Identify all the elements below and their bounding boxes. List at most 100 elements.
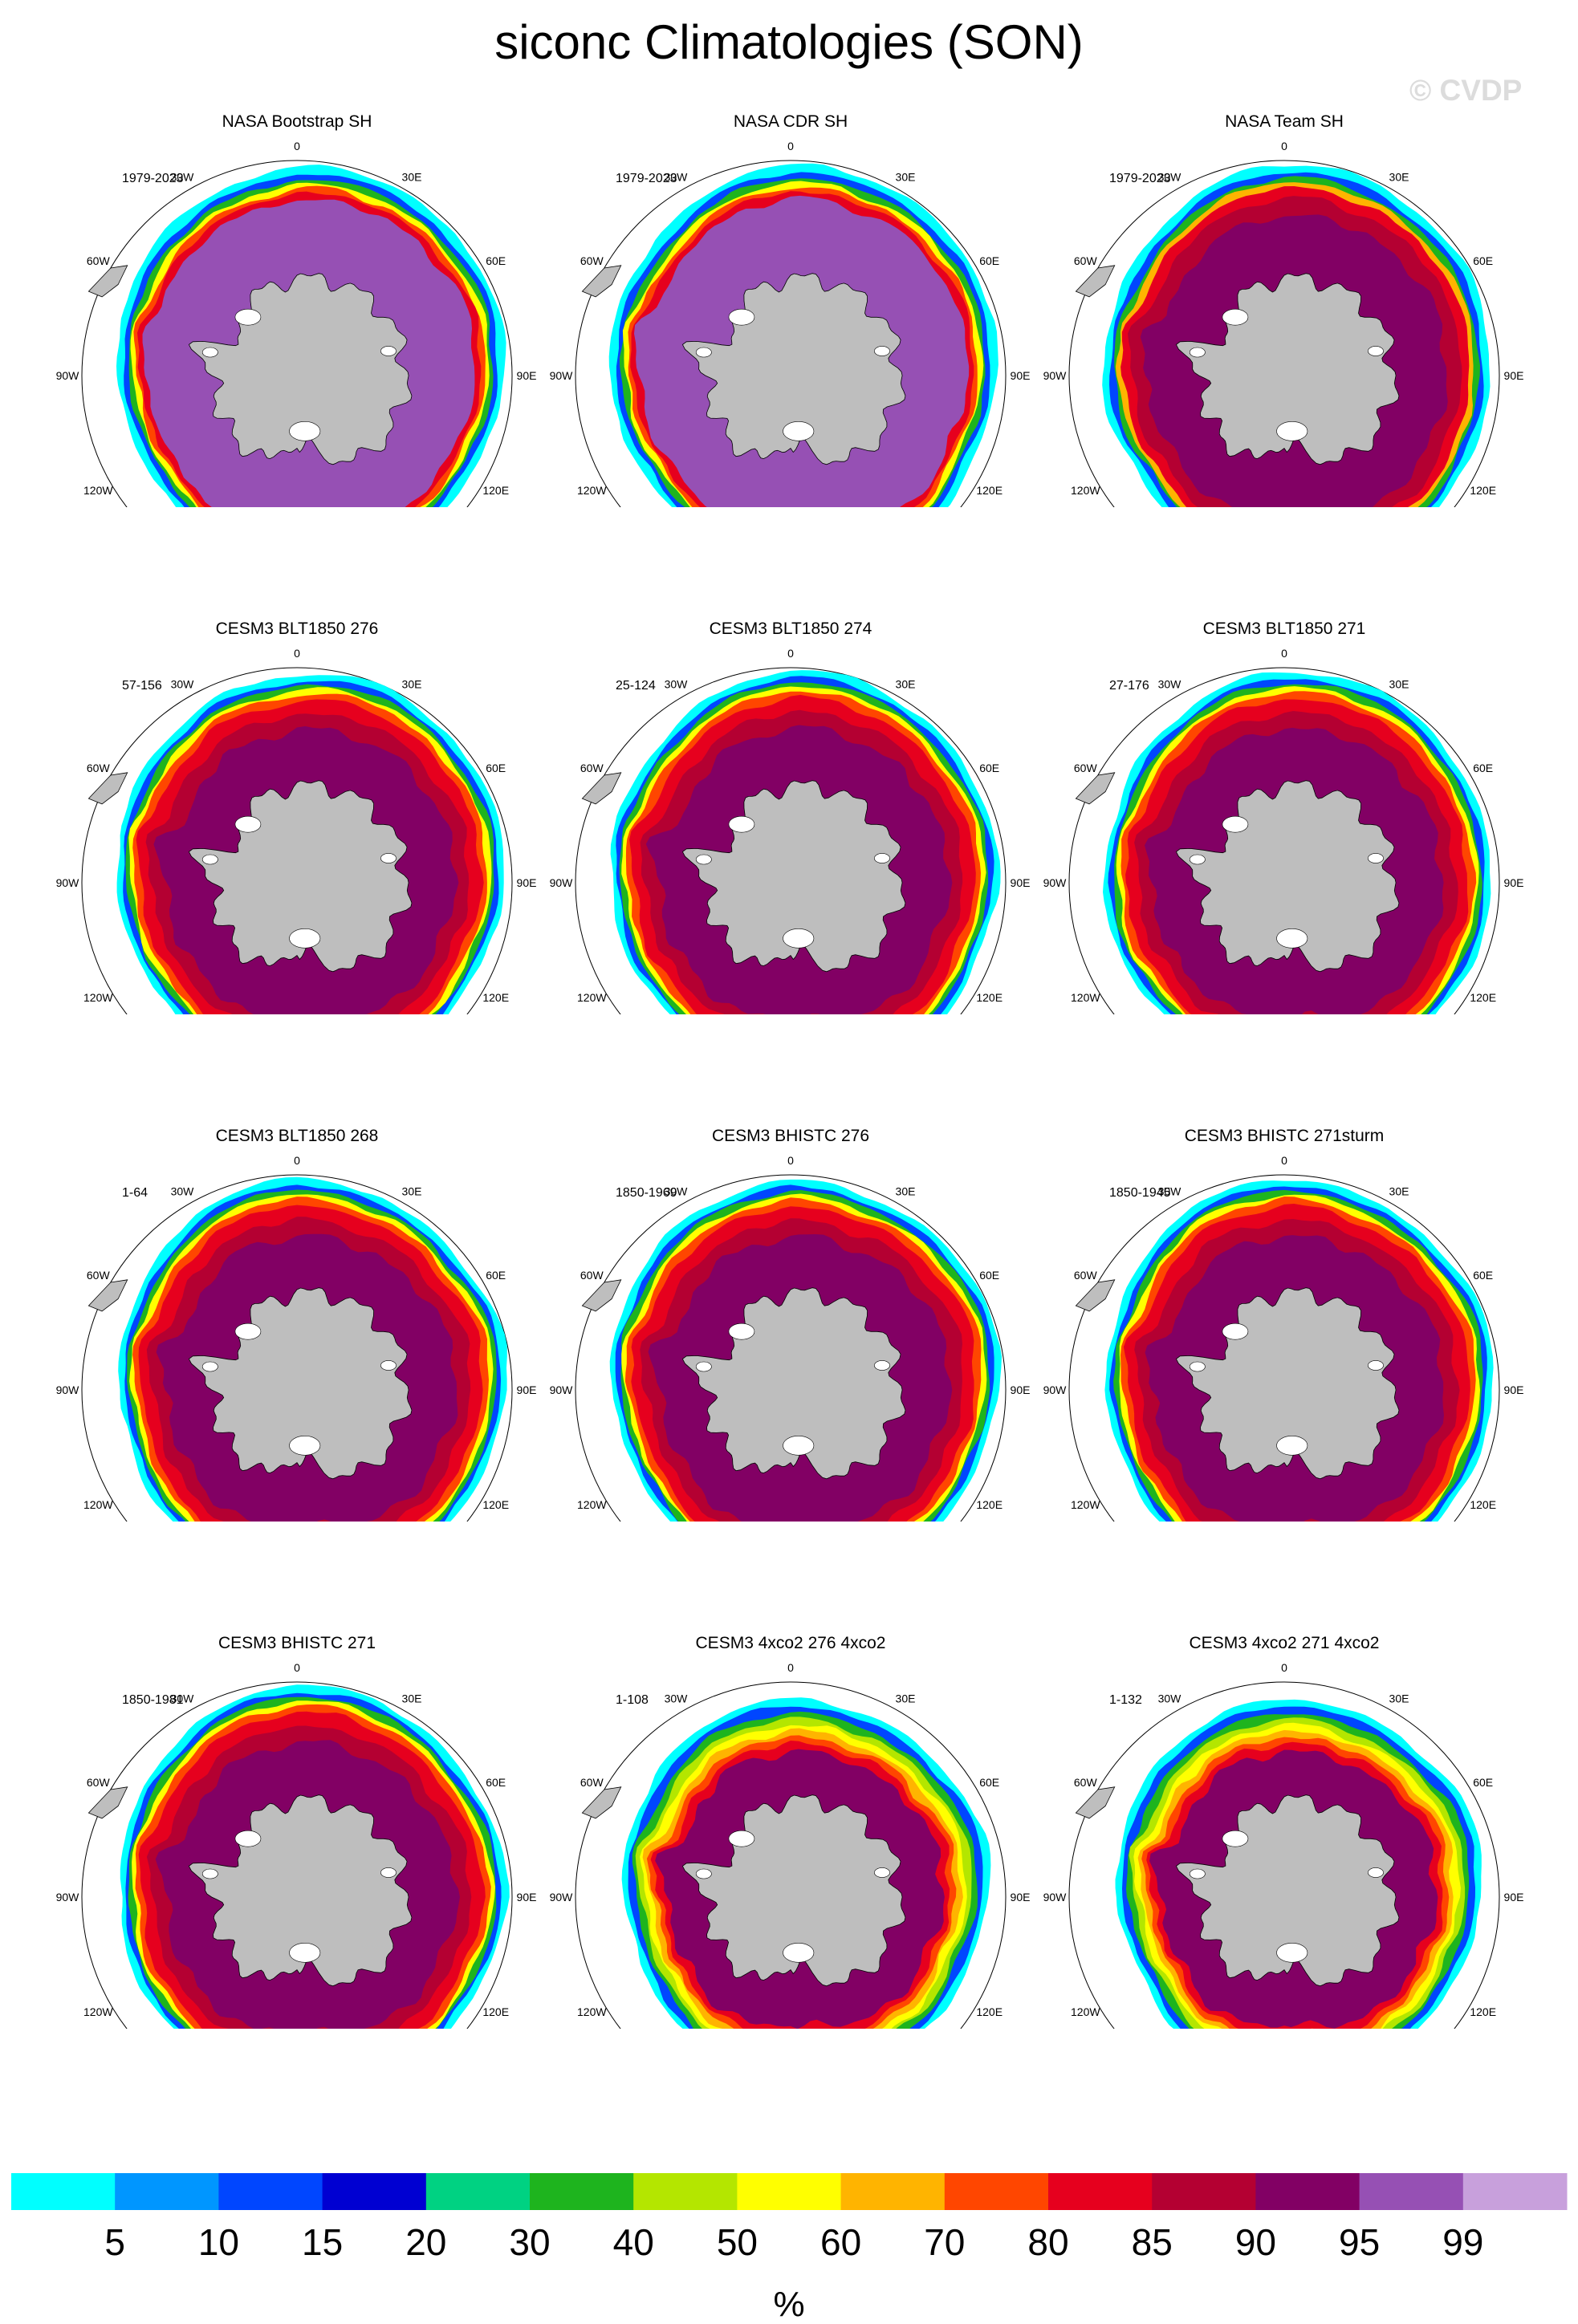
longitude-label: 60E [979,762,999,774]
ice-shelf [201,854,218,865]
longitude-label: 0 [1281,647,1287,660]
longitude-label: 60W [580,1269,604,1282]
longitude-label: 60W [1074,762,1098,774]
panel-title: CESM3 BLT1850 274 [709,620,872,638]
south-america-landmass [1075,1786,1116,1819]
map-panel: CESM3 BHISTC 271 1850-1981 0 30E 60E 90E 120E 1… [48,1522,546,2029]
longitude-label: 120E [976,484,1003,497]
map-panel: CESM3 BLT1850 27127-176030E60E90E120E150… [1035,507,1533,1014]
longitude-label: 30E [896,1692,916,1704]
longitude-label: 120W [1071,1498,1100,1511]
longitude-label: 120W [1071,484,1100,497]
longitude-label: 60E [1473,762,1493,774]
longitude-label: 30W [171,1184,195,1197]
panel-period: 1979-2023 [122,172,184,185]
longitude-label: 30W [665,1692,689,1704]
longitude-label: 0 [787,140,794,152]
ice-shelf [728,308,755,326]
longitude-label: 60W [580,762,604,774]
panel-title: CESM3 BHISTC 271 [218,1634,376,1652]
longitude-label: 30E [1389,1692,1409,1704]
map-panel: CESM3 BLT1850 2681-64030E60E90E120E150E1… [48,1014,546,1522]
colorbar-swatch [322,2173,427,2210]
polar-map: 030E60E90E120E150E180150W120W90W60W30W [550,1154,1030,1522]
colorbar-swatch [944,2173,1049,2210]
figure-title: siconc Climatologies (SON) [494,15,1084,69]
panel-title: CESM3 BHISTC 276 [711,1127,870,1145]
colorbar-tick-label: 30 [509,2221,550,2263]
longitude-label: 60E [486,254,506,267]
panel-title: NASA CDR SH [733,112,848,131]
map-panel: CESM3 BHISTC 276 1850-1969 0 30E 60E 90E 120E 1… [542,1014,1039,1522]
polar-map: 030E60E90E120E150E180150W120W90W60W30W [550,140,1031,507]
map-panel: CESM3 BLT1850 27657-156030E60E90E120E150… [48,507,546,1014]
panel-period: 1-108 [616,1693,649,1707]
south-america-landmass [1075,265,1116,298]
longitude-label: 30E [402,170,422,183]
ice-shelf [289,928,321,949]
polar-map: 030E60E90E120E150E180150W120W90W60W30W [56,647,536,1014]
panel-title: CESM3 4xco2 271 4xco2 [1189,1634,1380,1652]
longitude-label: 60E [979,1269,999,1282]
polar-map: 030E60E90E120E150E180150W120W90W60W30W [56,1154,536,1522]
longitude-label: 30W [1158,1692,1182,1704]
panel-period: 27-176 [1109,679,1149,693]
colorbar-swatch [115,2173,219,2210]
colorbar-swatch [218,2173,323,2210]
colorbar-tick-label: 95 [1339,2221,1380,2263]
colorbar-tick-label: 50 [717,2221,758,2263]
ice-shelf [380,346,397,356]
map-panel: CESM3 BLT1850 27425-124030E60E90E120E150… [542,507,1039,1014]
panel-title: CESM3 BLT1850 268 [215,1127,379,1145]
longitude-label: 90W [1043,1383,1068,1396]
panel-title: NASA Bootstrap SH [222,112,372,131]
colorbar-swatch [11,2173,116,2210]
panel-title: NASA Team SH [1225,112,1344,131]
south-america-landmass [1075,1279,1116,1312]
longitude-label: 90E [1504,1383,1524,1396]
longitude-label: 60W [1074,254,1098,267]
colorbar-swatch [1048,2173,1153,2210]
longitude-label: 30W [171,677,195,690]
longitude-label: 120W [577,484,607,497]
ice-shelf [234,1830,262,1847]
longitude-label: 0 [294,647,300,660]
panel-title: CESM3 BLT1850 271 [1202,620,1366,638]
polar-map: 030E60E90E120E150E180150W120W90W60W30W [550,1661,1031,2029]
ice-shelf [783,928,815,949]
panel-period: 1850-1945 [1109,1186,1171,1200]
ice-shelf [380,1867,397,1878]
longitude-label: 90W [550,1891,574,1903]
south-america-landmass [87,1279,128,1312]
colorbar-tick-label: 40 [613,2221,654,2263]
longitude-label: 60W [1074,1776,1098,1789]
south-america-landmass [581,1786,622,1819]
longitude-label: 0 [294,1154,300,1167]
panel-title: CESM3 4xco2 276 4xco2 [695,1634,886,1652]
longitude-label: 90E [1011,1891,1031,1903]
longitude-label: 60W [580,1776,604,1789]
ice-shelf [1368,1867,1384,1878]
longitude-label: 30W [665,170,689,183]
longitude-label: 30W [171,170,195,183]
longitude-label: 60E [1473,1776,1493,1789]
panel-period: 1979-2023 [1109,172,1171,185]
south-america-landmass [581,265,622,298]
longitude-label: 30E [402,1692,422,1704]
longitude-label: 120E [976,2005,1003,2018]
ice-shelf [289,1943,321,1963]
ice-shelf [728,1322,755,1340]
longitude-label: 120E [976,991,1003,1004]
colorbar-units: % [773,2285,805,2324]
ice-shelf [874,1867,890,1878]
polar-map: 030E60E90E120E150E180150W120W90W60W30W [56,140,536,507]
longitude-label: 90E [1011,369,1031,382]
longitude-label: 120W [1071,2005,1100,2018]
panel-period: 25-124 [616,679,656,693]
longitude-label: 0 [294,1661,300,1674]
longitude-label: 120E [1470,2005,1496,2018]
map-panel: CESM3 BHISTC 271sturm 1850-1945 0 30E 60E 90E… [1035,1014,1533,1522]
longitude-label: 60E [979,1776,999,1789]
ice-shelf [201,1361,218,1372]
ice-shelf [1368,853,1384,863]
